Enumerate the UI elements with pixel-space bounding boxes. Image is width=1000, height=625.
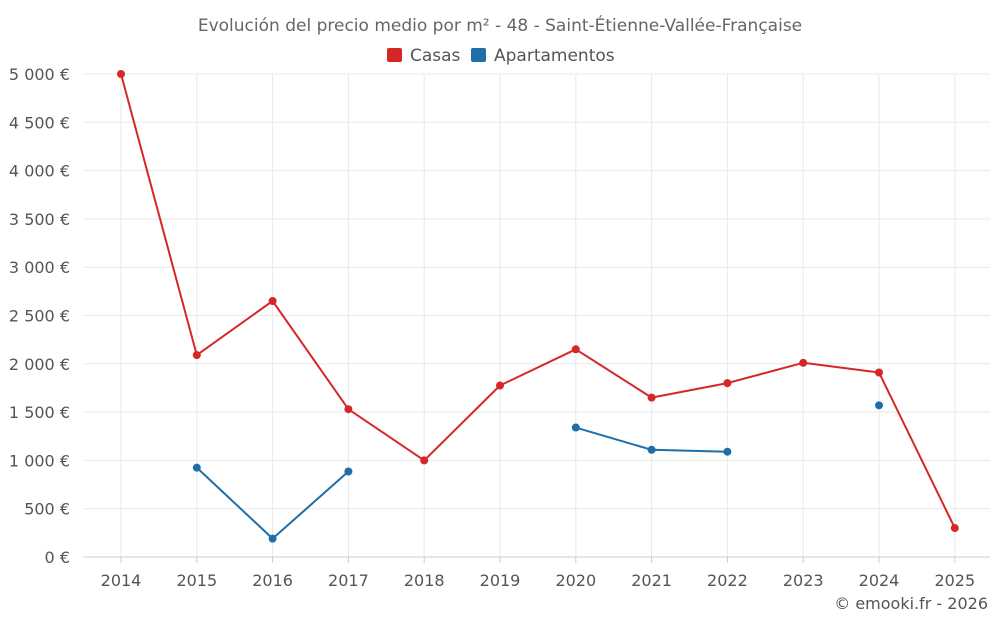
data-point-casas[interactable] [420, 456, 429, 465]
credit-text: © emooki.fr - 2026 [834, 594, 988, 613]
data-point-casas[interactable] [950, 524, 959, 533]
legend-swatch-apartamentos [471, 48, 486, 62]
x-tick-label: 2024 [859, 571, 900, 590]
x-tick-label: 2014 [101, 571, 142, 590]
y-tick-label: 2 000 € [9, 355, 70, 374]
y-tick-label: 5 000 € [9, 65, 70, 84]
legend-label-apartamentos: Apartamentos [494, 46, 615, 66]
data-point-apartamentos[interactable] [647, 445, 656, 454]
legend-item-apartamentos[interactable]: Apartamentos [471, 46, 615, 66]
data-point-casas[interactable] [344, 405, 353, 414]
y-tick-label: 4 000 € [9, 162, 70, 181]
data-point-apartamentos[interactable] [192, 463, 201, 472]
x-tick-label: 2018 [404, 571, 445, 590]
data-point-apartamentos[interactable] [268, 534, 277, 543]
y-axis: 0 € 500 € 1 000 € 1 500 € 2 000 € 2 500 € 3 00… [9, 65, 70, 567]
x-tick-label: 2020 [555, 571, 596, 590]
y-tick-label: 1 500 € [9, 403, 70, 422]
data-point-casas[interactable] [875, 368, 883, 377]
grid-layer [83, 73, 990, 558]
x-tick-label: 2017 [328, 571, 369, 590]
legend-label-casas: Casas [410, 46, 461, 66]
y-tick-label: 4 500 € [9, 113, 70, 132]
y-tick-label: 2 500 € [9, 307, 70, 326]
x-tick-label: 2025 [934, 571, 975, 590]
data-point-apartamentos[interactable] [344, 467, 353, 476]
y-tick-label: 3 500 € [9, 210, 70, 229]
series-line-casas [120, 73, 956, 529]
x-tick-label: 2023 [783, 571, 824, 590]
data-point-casas[interactable] [496, 381, 504, 390]
y-tick-label: 1 000 € [9, 451, 70, 470]
legend-item-casas[interactable]: Casas [387, 46, 461, 66]
data-point-apartamentos[interactable] [723, 447, 732, 456]
x-tick-label: 2022 [707, 571, 748, 590]
y-tick-label: 500 € [24, 500, 70, 519]
chart-legend: Casas Apartamentos [387, 46, 615, 66]
x-tick-label: 2019 [480, 571, 521, 590]
x-axis: 2014 2015 2016 2017 2018 2019 2020 2021 2022 2023… [83, 556, 990, 590]
chart-title: Evolución del precio medio por m² - 48 -… [198, 14, 802, 36]
data-point-casas[interactable] [117, 70, 125, 78]
data-point-casas[interactable] [268, 297, 277, 306]
series-layer [117, 70, 959, 543]
data-point-casas[interactable] [571, 345, 580, 354]
x-tick-label: 2021 [631, 571, 672, 590]
x-tick-label: 2015 [176, 571, 217, 590]
x-tick-label: 2016 [252, 571, 293, 590]
y-tick-label: 0 € [45, 548, 70, 567]
data-point-casas[interactable] [799, 358, 808, 367]
data-point-casas[interactable] [647, 393, 656, 402]
data-point-apartamentos[interactable] [875, 401, 883, 410]
legend-swatch-casas [387, 48, 402, 62]
y-tick-label: 3 000 € [9, 258, 70, 277]
data-point-apartamentos[interactable] [571, 423, 580, 432]
data-point-casas[interactable] [192, 351, 201, 360]
data-point-casas[interactable] [723, 379, 732, 388]
